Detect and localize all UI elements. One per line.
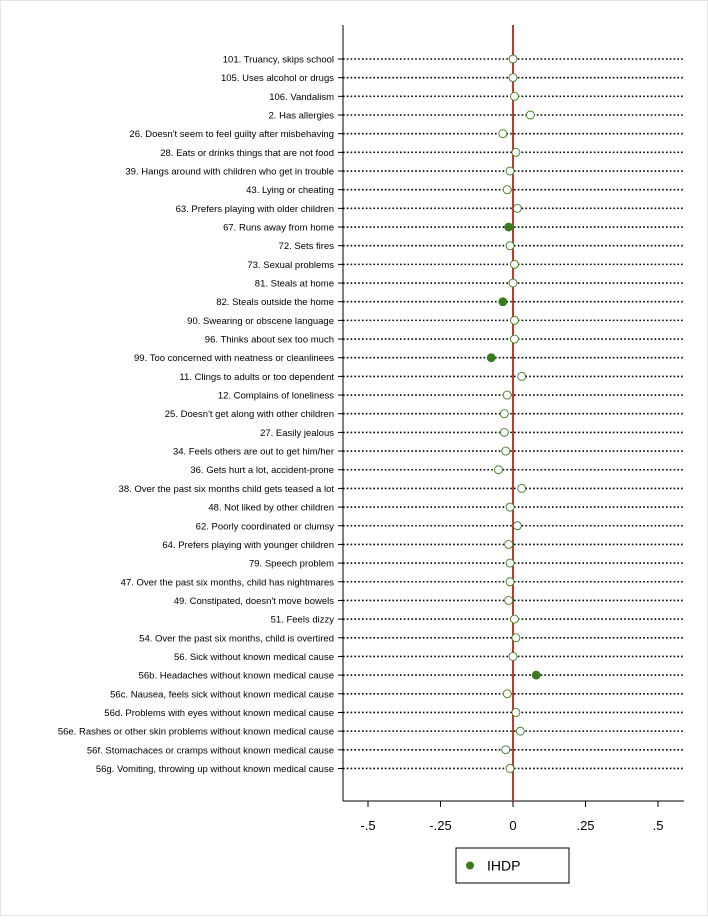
category-label: 56d. Problems with eyes without known me… (104, 708, 334, 719)
data-point (508, 651, 518, 661)
category-label: 36. Gets hurt a lot, accident-prone (190, 465, 334, 476)
data-point (502, 390, 512, 400)
x-tick-label: .25 (576, 818, 594, 833)
category-label: 106. Vandalism (269, 92, 334, 103)
category-label: 56e. Rashes or other skin problems witho… (58, 727, 334, 738)
category-label: 62. Poorly coordinated or clumsy (196, 521, 335, 532)
data-point (517, 483, 527, 493)
data-point (512, 521, 522, 531)
category-label: 90. Swearing or obscene language (187, 316, 334, 327)
category-label: 12. Complains of loneliness (218, 391, 334, 402)
x-tick-label: -.25 (429, 818, 451, 833)
category-label: 28. Eats or drinks things that are not f… (160, 148, 334, 159)
category-label: 64. Prefers playing with younger childre… (162, 540, 334, 551)
data-point (498, 129, 508, 139)
category-label: 34. Feels others are out to get him/her (173, 447, 334, 458)
data-point (505, 577, 515, 587)
category-label: 96. Thinks about sex too much (205, 335, 334, 346)
data-point (504, 539, 514, 549)
category-labels: 101. Truancy, skips school 105. Uses alco… (58, 55, 335, 775)
data-point-significant (504, 222, 514, 232)
category-label: 105. Uses alcohol or drugs (221, 73, 334, 84)
category-label: 11. Clings to adults or too dependent (179, 372, 334, 383)
data-point (502, 689, 512, 699)
category-label: 67. Runs away from home (223, 223, 334, 234)
data-point (501, 446, 511, 456)
x-tick-label: 0 (509, 818, 516, 833)
data-point (510, 334, 519, 344)
x-tick-label: -.5 (360, 818, 375, 833)
category-label: 25. Doesn't get along with other childre… (165, 409, 334, 420)
category-label: 56c. Nausea, feels sick without known me… (110, 689, 334, 700)
category-label: 47. Over the past six months, child has … (121, 577, 335, 588)
data-point (510, 315, 519, 325)
category-label: 51. Feels dizzy (271, 615, 335, 626)
data-point (505, 558, 515, 568)
category-label: 73. Sexual problems (247, 260, 334, 271)
data-point (511, 708, 521, 717)
data-point (511, 633, 521, 643)
category-label: 63. Prefers playing with older children (176, 204, 334, 215)
category-label: 56f. Stomachaces or cramps without known… (87, 745, 334, 756)
data-point (505, 764, 515, 773)
category-label: 43. Lying or cheating (246, 185, 334, 196)
category-label: 56g. Vomiting, throwing up without known… (96, 764, 334, 775)
category-label: 27. Easily jealous (260, 428, 334, 439)
x-tick-label: .5 (653, 818, 664, 833)
data-point (508, 278, 518, 288)
category-label: 99. Too concerned with neatness or clean… (134, 353, 334, 364)
data-point (501, 745, 511, 755)
category-label: 54. Over the past six months, child is o… (139, 633, 334, 644)
data-point (508, 73, 518, 83)
data-point (525, 110, 535, 120)
category-label: 79. Speech problem (249, 559, 334, 570)
data-point (494, 465, 503, 475)
data-point (505, 241, 515, 251)
category-label: 38. Over the past six months child gets … (119, 484, 335, 495)
data-point (510, 614, 519, 624)
data-point-significant (498, 297, 508, 307)
legend-label-ihdp: IHDP (487, 858, 520, 874)
data-point-significant (486, 353, 496, 363)
legend-marker-ihdp (466, 861, 474, 870)
category-label: 2. Has allergies (269, 111, 335, 122)
category-label: 26. Doesn't seem to feel guilty after mi… (129, 129, 334, 140)
data-point (499, 427, 509, 437)
category-label: 49. Constipated, doesn't move bowels (174, 596, 334, 607)
data-point (508, 54, 518, 64)
data-point (510, 259, 519, 269)
data-point (511, 147, 521, 157)
category-label: 48. Not liked by other children (208, 503, 334, 514)
axes (338, 25, 684, 802)
data-point-significant (531, 670, 541, 680)
category-label: 56b. Headaches without known medical cau… (139, 671, 334, 682)
data-point (515, 726, 525, 736)
category-label: 56. Sick without known medical cause (174, 652, 334, 663)
x-axis-ticks: -.5 -.25 0 .25 .5 (360, 801, 663, 833)
data-point (499, 409, 509, 419)
data-point (502, 185, 512, 195)
data-point (504, 595, 514, 605)
data-points (486, 54, 541, 773)
legend-box (455, 847, 570, 884)
category-label: 81. Steals at home (255, 279, 334, 290)
category-label: 101. Truancy, skips school (223, 55, 334, 66)
category-label: 39. Hangs around with children who get i… (125, 167, 334, 178)
data-point (512, 203, 522, 213)
data-point (517, 371, 527, 381)
data-point (505, 502, 515, 512)
category-label: 82. Steals outside the home (216, 297, 334, 308)
category-label: 72. Sets fires (279, 241, 335, 252)
data-point (510, 91, 519, 101)
data-point (505, 166, 515, 176)
legend: IHDP (455, 847, 570, 884)
